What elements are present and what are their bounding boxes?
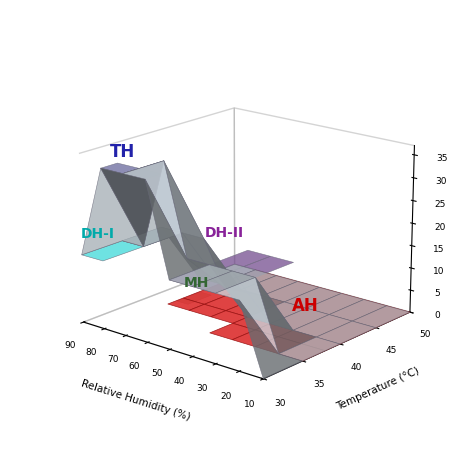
X-axis label: Relative Humidity (%): Relative Humidity (%) [80, 378, 191, 422]
Y-axis label: Temperature (°C): Temperature (°C) [335, 365, 420, 412]
